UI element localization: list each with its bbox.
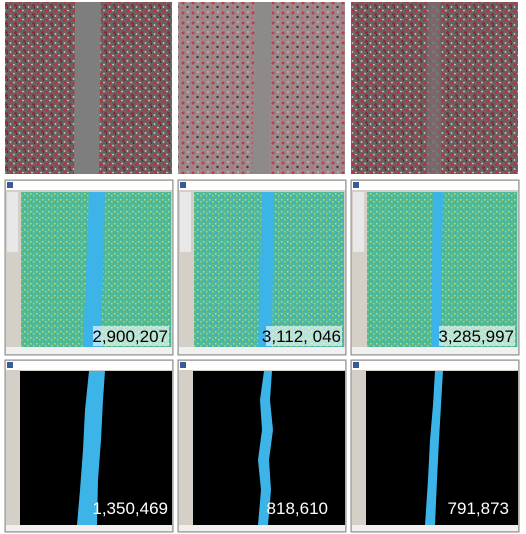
pixel-count: 3,112, 046 (262, 327, 341, 346)
micrograph (5, 2, 172, 174)
pixel-count: 2,900,207 (92, 327, 168, 346)
pixel-count: 1,350,469 (92, 499, 168, 518)
image-window: 818,610 (177, 359, 347, 533)
image-window: 3,112, 046 (177, 179, 347, 356)
image-window: 1,350,469 (4, 359, 174, 533)
pixel-count: 791,873 (448, 499, 509, 518)
micrograph (178, 2, 345, 174)
micrograph (351, 2, 518, 174)
image-window: 3,285,997 (350, 179, 520, 356)
image-window: 2,900,207 (4, 179, 174, 356)
pixel-count: 3,285,997 (438, 327, 514, 346)
pixel-count: 818,610 (267, 499, 328, 518)
image-window: 791,873 (350, 359, 520, 533)
